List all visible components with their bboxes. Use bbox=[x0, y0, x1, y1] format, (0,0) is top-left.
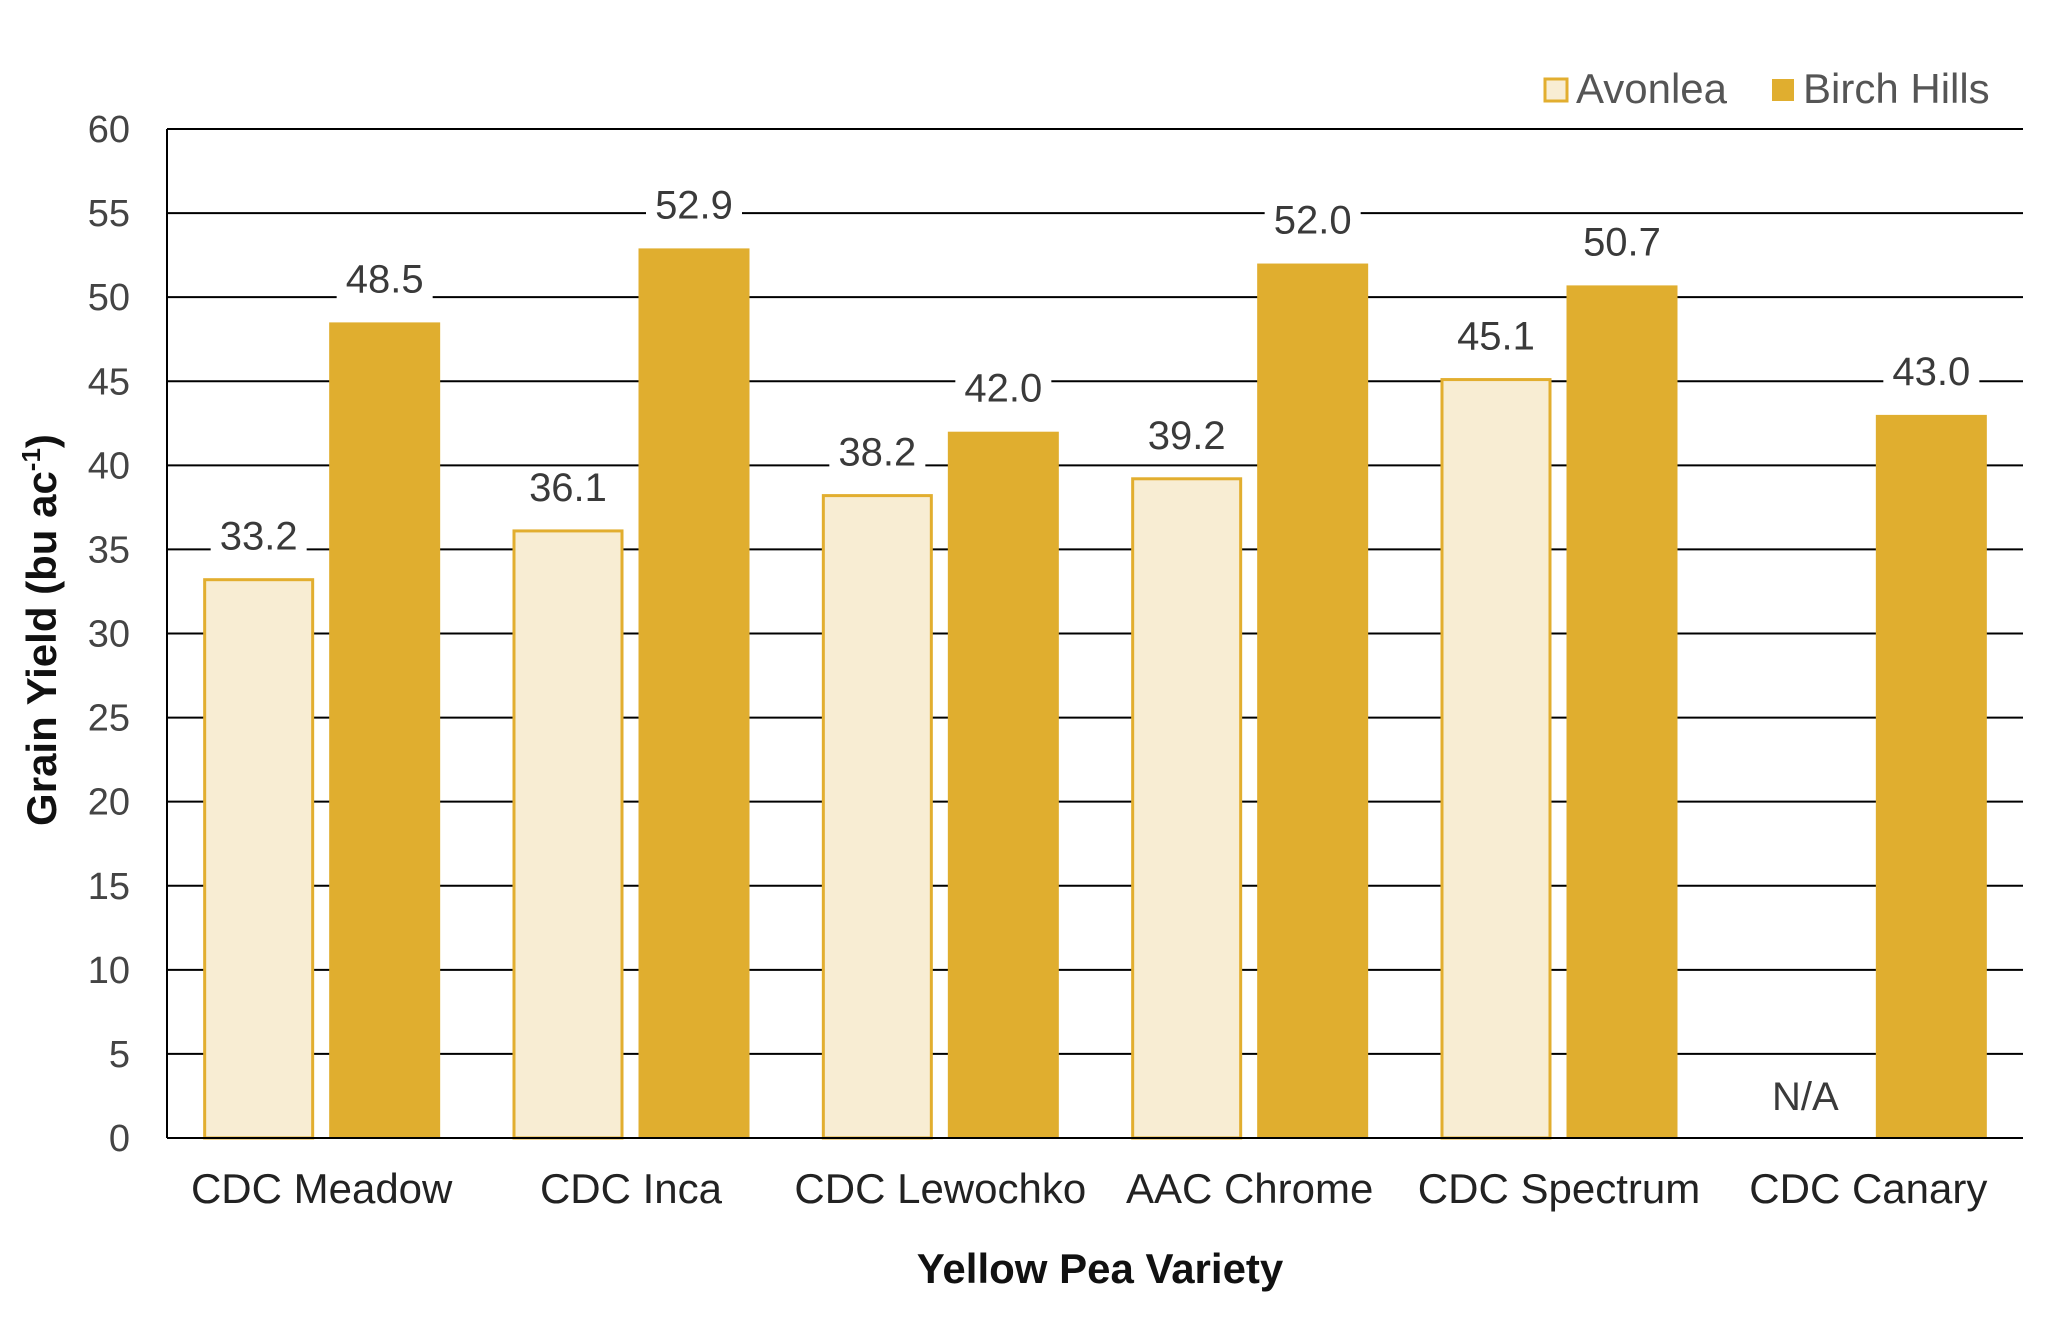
y-tick-label: 50 bbox=[88, 277, 130, 319]
data-label-na: N/A bbox=[1772, 1075, 1839, 1119]
bar-birch-hills bbox=[947, 431, 1059, 1138]
data-label-background bbox=[829, 432, 926, 477]
bar-avonlea bbox=[512, 529, 624, 1140]
legend-label: Avonlea bbox=[1576, 65, 1728, 112]
y-tick-label: 40 bbox=[88, 445, 130, 487]
data-label: 33.2 bbox=[220, 515, 298, 559]
data-label: 52.9 bbox=[655, 183, 733, 227]
data-labels: 33.2 48.5 36.1 52.9 38.2 42.0 39.2 52.0 45.1 50.7… bbox=[210, 183, 1980, 1119]
y-tick-label: 30 bbox=[88, 614, 130, 656]
data-label-background bbox=[646, 185, 742, 230]
y-axis-title-superscript: -1 bbox=[16, 448, 46, 471]
bar-birch-hills bbox=[329, 322, 441, 1138]
x-tick-label: CDC Spectrum bbox=[1418, 1165, 1700, 1212]
data-label: 45.1 bbox=[1457, 315, 1535, 359]
x-tick-label: AAC Chrome bbox=[1126, 1165, 1373, 1212]
data-label: 38.2 bbox=[838, 431, 916, 475]
x-tick-label: CDC Meadow bbox=[191, 1165, 453, 1212]
bar-birch-hills bbox=[1566, 285, 1678, 1138]
legend-swatch bbox=[1772, 79, 1794, 101]
data-label: 39.2 bbox=[1148, 414, 1226, 458]
x-tick-label: CDC Canary bbox=[1749, 1165, 1987, 1212]
legend: Avonlea Birch Hills bbox=[1543, 65, 1990, 112]
data-label-background bbox=[210, 516, 307, 561]
data-label-background bbox=[955, 368, 1052, 413]
data-label: 48.5 bbox=[346, 257, 424, 301]
gridlines bbox=[167, 128, 2023, 1055]
x-axis: CDC Meadow CDC Inca CDC Lewochko AAC Chrome… bbox=[167, 1137, 2023, 1212]
bar-birch-hills bbox=[1875, 414, 1987, 1139]
data-label: 36.1 bbox=[529, 466, 607, 510]
data-label-background bbox=[336, 259, 433, 304]
legend-swatch bbox=[1543, 77, 1569, 103]
x-tick-label: CDC Inca bbox=[540, 1165, 723, 1212]
data-label-background bbox=[520, 467, 616, 512]
y-tick-label: 5 bbox=[109, 1034, 130, 1076]
data-label-background bbox=[1264, 200, 1361, 245]
bars bbox=[203, 248, 1987, 1140]
x-axis-title: Yellow Pea Variety bbox=[917, 1245, 1284, 1292]
y-axis-title-main: Grain Yield (bu ac bbox=[18, 471, 65, 826]
y-tick-label: 25 bbox=[88, 698, 130, 740]
bar-avonlea bbox=[1131, 477, 1243, 1140]
y-tick-label: 55 bbox=[88, 193, 130, 235]
y-axis-title: Grain Yield (bu ac-1) bbox=[16, 434, 65, 826]
y-tick-label: 20 bbox=[88, 782, 130, 824]
y-tick-label: 0 bbox=[109, 1118, 130, 1160]
data-label: 50.7 bbox=[1583, 220, 1661, 264]
y-tick-label: 10 bbox=[88, 950, 130, 992]
data-label-background bbox=[1574, 222, 1670, 267]
bar-avonlea bbox=[1440, 378, 1552, 1140]
data-label: 43.0 bbox=[1892, 350, 1970, 394]
x-tick-label: CDC Lewochko bbox=[794, 1165, 1086, 1212]
data-label-background bbox=[1448, 316, 1544, 361]
y-tick-label: 15 bbox=[88, 866, 130, 908]
data-label-background bbox=[1138, 415, 1235, 460]
y-tick-label: 35 bbox=[88, 529, 130, 571]
y-tick-label: 45 bbox=[88, 361, 130, 403]
bar-avonlea bbox=[203, 578, 315, 1140]
data-label: 52.0 bbox=[1274, 199, 1352, 243]
data-label: 42.0 bbox=[964, 367, 1042, 411]
legend-label: Birch Hills bbox=[1803, 65, 1990, 112]
y-axis: 0 5 10 15 20 25 30 35 40 45 50 55 60 bbox=[88, 109, 168, 1160]
bar-birch-hills bbox=[638, 248, 750, 1139]
y-axis-title-end: ) bbox=[18, 434, 65, 448]
y-tick-label: 60 bbox=[88, 109, 130, 151]
data-label-background bbox=[1883, 351, 1980, 396]
bar-avonlea bbox=[821, 494, 933, 1140]
bar-birch-hills bbox=[1257, 263, 1369, 1138]
